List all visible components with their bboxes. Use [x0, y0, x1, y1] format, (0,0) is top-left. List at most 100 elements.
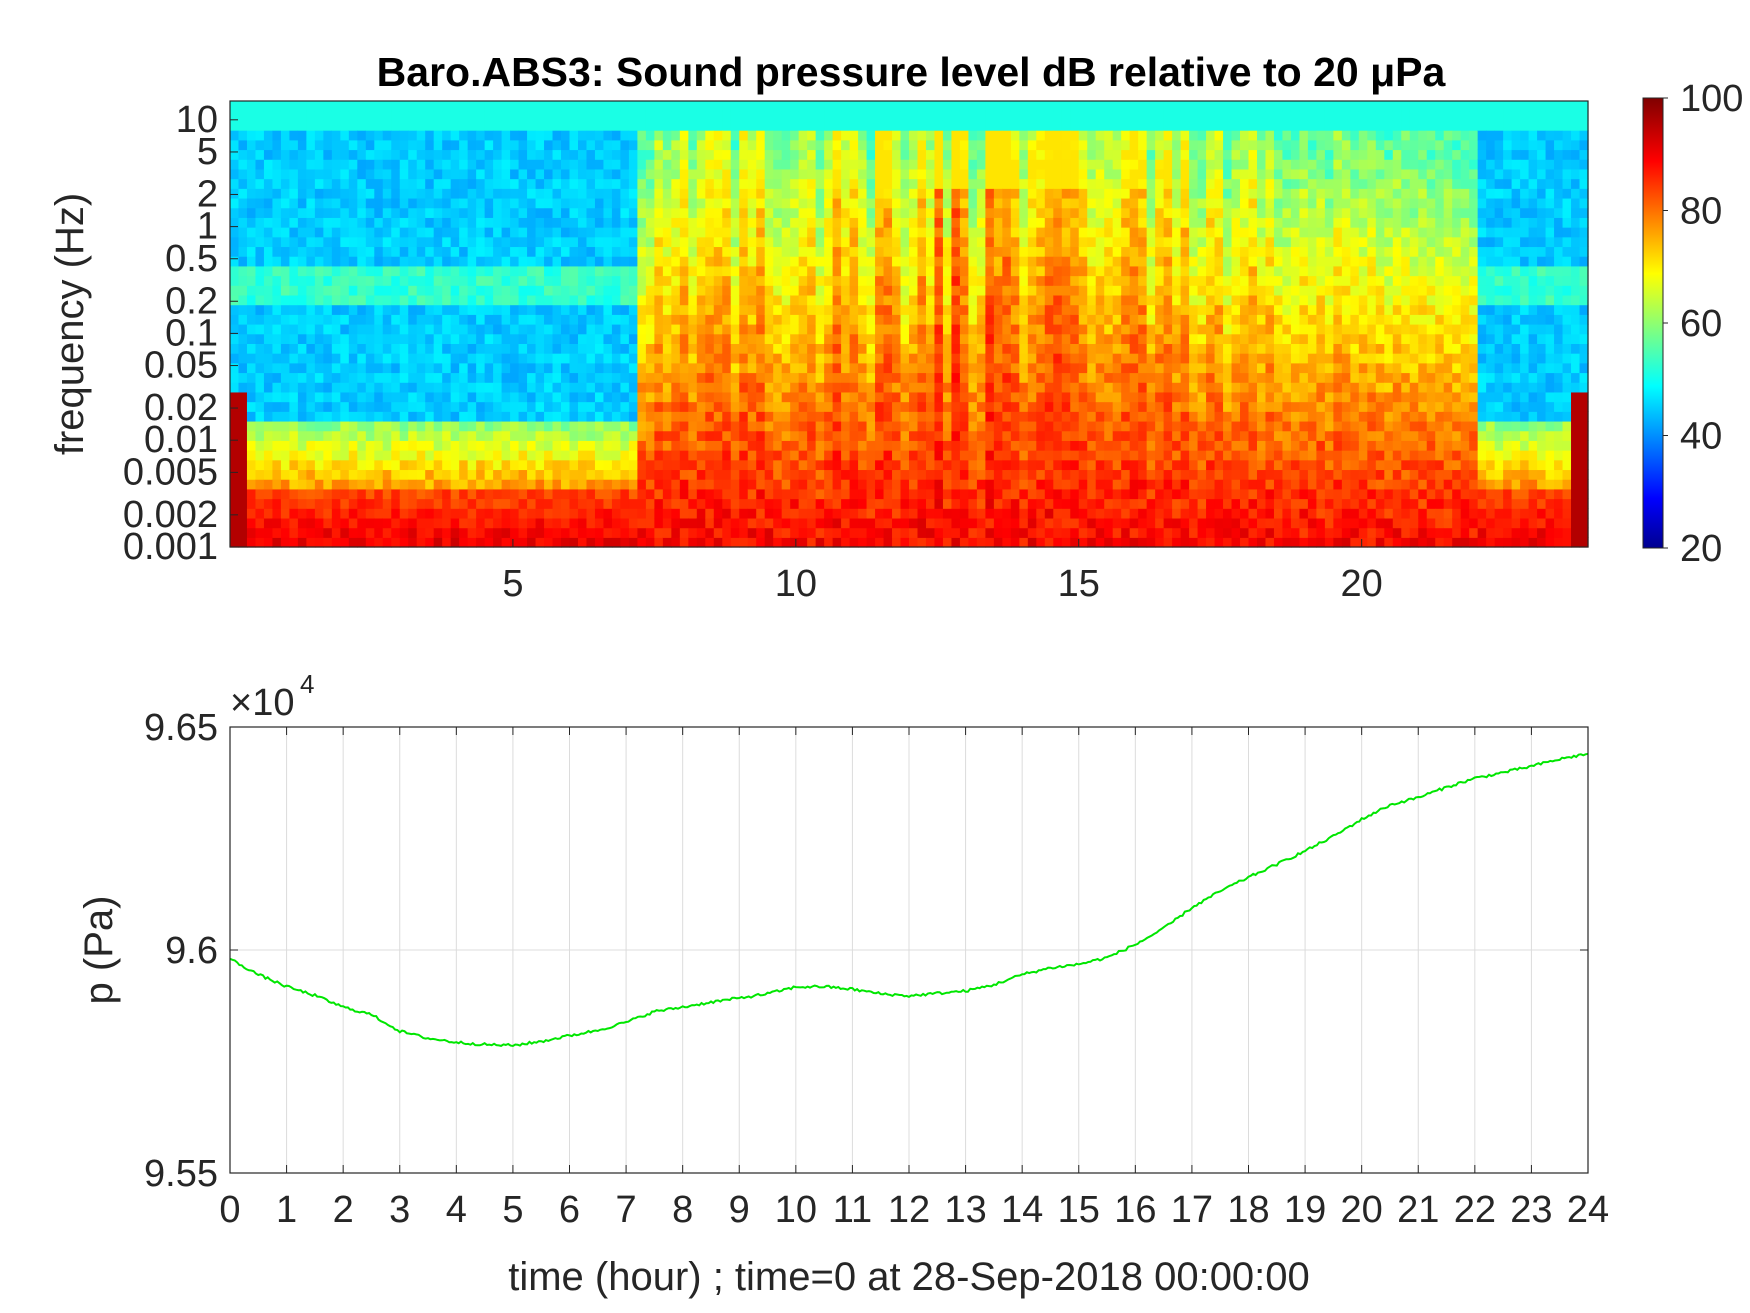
- spectrogram-cell: [289, 110, 299, 121]
- spectrogram-cell: [773, 246, 783, 257]
- spectrogram-cell: [756, 469, 766, 480]
- spectrogram-cell: [993, 382, 1003, 393]
- spectrogram-cell: [467, 294, 477, 306]
- spectrogram-cell: [255, 168, 265, 180]
- spectrogram-cell: [1053, 101, 1063, 112]
- spectrogram-cell: [688, 382, 698, 393]
- spectrogram-cell: [875, 294, 885, 306]
- spectrogram-cell: [959, 159, 970, 170]
- spectrogram-cell: [577, 265, 588, 277]
- spectrogram-cell: [824, 372, 834, 383]
- spectrogram-cell: [942, 168, 953, 180]
- spectrogram-cell: [679, 227, 689, 238]
- spectrogram-cell: [1002, 411, 1012, 422]
- spectrogram-cell: [1121, 537, 1131, 548]
- spectrogram-cell: [569, 459, 579, 471]
- spectrogram-cell: [942, 479, 953, 490]
- spectrogram-cell: [1027, 246, 1037, 257]
- spectrogram-cell: [756, 391, 766, 403]
- spectrogram-cell: [1138, 469, 1148, 480]
- spectrogram-cell: [280, 391, 291, 403]
- spectrogram-cell: [577, 391, 588, 403]
- spectrogram-cell: [1129, 479, 1139, 490]
- spectrogram-cell: [959, 227, 970, 238]
- spectrogram-cell: [603, 110, 613, 121]
- spectrogram-cell: [374, 304, 384, 315]
- spectrogram-cell: [1104, 362, 1114, 374]
- spectrogram-cell: [1129, 333, 1139, 344]
- spectrogram-cell: [858, 382, 868, 393]
- spectrogram-cell: [722, 382, 732, 393]
- spectrogram-cell: [306, 517, 316, 529]
- spectrogram-cell: [883, 469, 893, 480]
- spectrogram-cell: [467, 459, 477, 471]
- spectrogram-cell: [1138, 440, 1148, 451]
- spectrogram-cell: [365, 517, 375, 529]
- spectrogram-cell: [1053, 459, 1063, 471]
- spectrogram-cell: [824, 294, 834, 306]
- spectrogram-cell: [476, 362, 486, 374]
- spectrogram-cell: [230, 285, 240, 296]
- spectrogram-cell: [654, 450, 664, 461]
- spectrogram-cell: [993, 508, 1003, 519]
- spectrogram-cell: [696, 227, 706, 238]
- spectrogram-cell: [807, 149, 817, 160]
- spectrogram-cell: [849, 353, 859, 364]
- spectrogram-cell: [1146, 401, 1156, 412]
- spectrogram-cell: [654, 469, 664, 480]
- spectrogram-cell: [628, 450, 638, 461]
- spectrogram-cell: [467, 537, 477, 548]
- spectrogram-cell: [934, 440, 944, 451]
- spectrogram-cell: [255, 110, 265, 121]
- spectrogram-cell: [858, 440, 868, 451]
- spectrogram-cell: [280, 498, 291, 509]
- spectrogram-cell: [798, 372, 808, 383]
- spectrogram-cell: [603, 120, 613, 131]
- spectrogram-cell: [705, 333, 715, 344]
- spectrogram-cell: [391, 207, 401, 218]
- spectrogram-cell: [382, 265, 392, 277]
- spectrogram-cell: [968, 188, 978, 199]
- spectrogram-cell: [696, 479, 706, 490]
- spectrogram-cell: [586, 372, 596, 383]
- spectrogram-cell: [331, 372, 341, 383]
- spectrogram-cell: [679, 139, 689, 151]
- spectrogram-cell: [603, 459, 613, 471]
- spectrogram-cell: [255, 188, 265, 199]
- spectrogram-cell: [968, 197, 978, 209]
- spectrogram-cell: [510, 362, 520, 374]
- spectrogram-cell: [722, 450, 732, 461]
- spectrogram-cell: [527, 246, 537, 257]
- spectrogram-cell: [603, 440, 613, 451]
- spectrogram-cell: [993, 372, 1003, 383]
- spectrogram-cell: [790, 469, 800, 480]
- spectrogram-cell: [824, 479, 834, 490]
- spectrogram-cell: [289, 353, 299, 364]
- spectrogram-cell: [671, 479, 681, 490]
- spectrogram-cell: [679, 362, 689, 374]
- spectrogram-cell: [323, 256, 333, 267]
- spectrogram-cell: [773, 517, 783, 529]
- spectrogram-cell: [518, 498, 528, 509]
- spectrogram-cell: [577, 217, 588, 228]
- spectrogram-cell: [1087, 459, 1097, 471]
- spectrogram-cell: [586, 479, 596, 490]
- spectrogram-cell: [586, 227, 596, 238]
- spectrogram-cell: [968, 101, 978, 112]
- spectrogram-cell: [442, 101, 452, 112]
- spectrogram-cell: [849, 130, 859, 141]
- spectrogram-cell: [858, 178, 868, 189]
- spectrogram-cell: [832, 324, 842, 335]
- spectrogram-cell: [875, 188, 885, 199]
- spectrogram-cell: [1087, 508, 1097, 519]
- spectrogram-cell: [374, 362, 384, 374]
- spectrogram-cell: [416, 314, 426, 325]
- spectrogram-cell: [535, 197, 545, 209]
- spectrogram-cell: [849, 149, 859, 160]
- spectrogram-cell: [976, 391, 986, 403]
- spectrogram-cell: [230, 440, 240, 451]
- spectrogram-cell: [968, 372, 978, 383]
- spectrogram-cell: [925, 110, 936, 121]
- spectrogram-cell: [892, 275, 902, 286]
- spectrogram-cell: [391, 469, 401, 480]
